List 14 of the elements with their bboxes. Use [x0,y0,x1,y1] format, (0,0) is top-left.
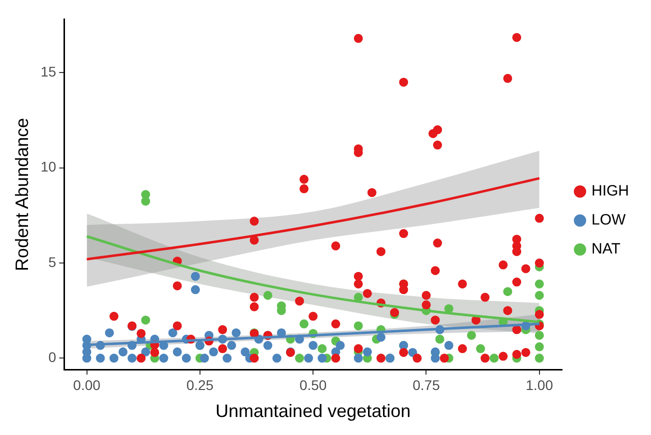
y-tick-label: 0 [48,349,56,366]
y-tick-label: 10 [40,158,56,175]
x-tick-label: 0.75 [412,376,440,393]
y-tick-label: 15 [40,64,56,80]
x-tick-label: 1.00 [526,376,554,393]
x-tick-label: 0.25 [186,376,214,393]
y-axis-title: Rodent Abundance [12,118,32,272]
y-tick-label: 5 [48,254,56,270]
x-tick-label: 0.50 [299,376,327,393]
legend-label: NAT [592,240,620,258]
x-tick-label: 0.00 [73,376,101,393]
legend-label: LOW [592,212,627,229]
legend-label: HIGH [592,182,629,200]
x-axis-title: Unmantained vegetation [216,401,411,422]
